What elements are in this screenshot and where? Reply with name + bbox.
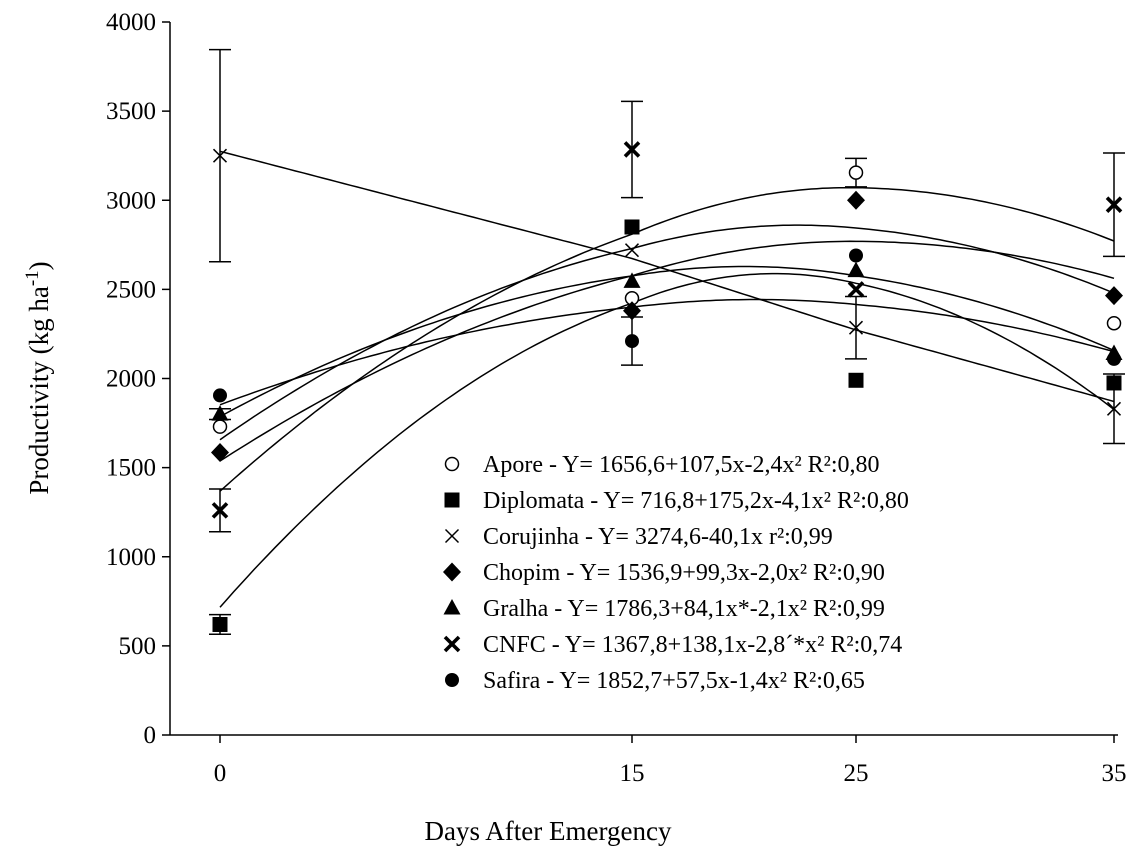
legend-marker — [444, 492, 460, 508]
data-point — [1105, 196, 1123, 213]
legend-marker — [444, 528, 460, 544]
legend-entry-label: Safira - Y= 1852,7+57,5x-1,4x² R²:0,65 — [483, 668, 865, 694]
legend-entry-label: Gralha - Y= 1786,3+84,1x*-2,1x² R²:0,99 — [483, 596, 885, 622]
legend-entry-label: Chopim - Y= 1536,9+99,3x-2,0x² R²:0,90 — [483, 560, 885, 586]
fit-curve — [219, 240, 1115, 462]
data-point — [1106, 401, 1122, 416]
legend-marker — [443, 599, 461, 615]
y-tick-label: 0 — [144, 722, 157, 749]
data-point — [1106, 375, 1122, 391]
fit-curve — [219, 224, 1115, 441]
y-tick-label: 3500 — [106, 98, 156, 125]
data-point — [211, 442, 229, 462]
x-tick-label: 25 — [844, 760, 869, 787]
legend-entry-label: Corujinha - Y= 3274,6-40,1x r²:0,99 — [483, 524, 833, 550]
legend-entry-label: Apore - Y= 1656,6+107,5x-2,4x² R²:0,80 — [483, 452, 880, 478]
data-point — [623, 272, 641, 288]
fit-curves — [219, 150, 1115, 608]
y-tick-label: 4000 — [106, 9, 156, 36]
data-point — [625, 334, 639, 349]
data-point — [848, 320, 864, 335]
data-point — [1105, 286, 1123, 306]
data-point — [212, 419, 228, 434]
legend-marker — [444, 456, 460, 472]
y-axis-title-main: Productivity (kg ha — [24, 286, 54, 494]
data-point — [847, 190, 865, 210]
y-tick-label: 2500 — [106, 276, 156, 303]
data-point — [848, 372, 864, 388]
data-point — [1107, 351, 1121, 366]
y-tick-label: 3000 — [106, 187, 156, 214]
x-tick-label: 35 — [1102, 760, 1127, 787]
data-point — [212, 148, 228, 163]
y-tick-label: 500 — [119, 633, 157, 660]
data-point — [848, 165, 864, 180]
legend-entry-label: CNFC - Y= 1367,8+138,1x-2,8´*x² R²:0,74 — [483, 632, 902, 658]
y-axis-title: Productivity (kg ha-1) — [22, 261, 55, 494]
data-point — [623, 141, 641, 158]
legend-marker — [443, 635, 461, 653]
legend-entry-label: Diplomata - Y= 716,8+175,2x-4,1x² R²:0,8… — [483, 488, 909, 514]
data-point — [211, 502, 229, 519]
fit-curve — [219, 265, 1115, 418]
fit-curve — [219, 150, 1115, 403]
data-markers — [211, 141, 1123, 632]
data-point — [849, 248, 863, 263]
data-point — [623, 301, 641, 321]
x-axis-title: Days After Emergency — [425, 816, 672, 846]
fit-curve — [219, 272, 1115, 608]
x-tick-label: 0 — [214, 760, 227, 787]
fit-curve — [219, 186, 1115, 492]
y-tick-label: 2000 — [106, 366, 156, 393]
y-tick-label: 1000 — [106, 544, 156, 571]
y-ticks: 0 500 1000 1500 2000 2500 3000 3500 4000 — [106, 9, 170, 749]
legend-marker — [443, 562, 461, 582]
data-point — [624, 243, 640, 258]
legend: Apore - Y= 1656,6+107,5x-2,4x² R²:0,80 Di… — [443, 452, 909, 694]
data-point — [847, 281, 865, 298]
y-tick-label: 1500 — [106, 455, 156, 482]
x-tick-label: 15 — [620, 760, 645, 787]
y-axis-title-close: ) — [24, 261, 54, 270]
data-point — [847, 261, 865, 278]
y-axis-title-superscript: -1 — [22, 270, 43, 286]
legend-marker — [445, 673, 459, 687]
data-point — [211, 405, 229, 421]
fit-curve — [219, 298, 1115, 406]
axes — [169, 22, 1118, 736]
data-point — [1106, 315, 1122, 331]
data-point — [213, 388, 227, 403]
x-ticks: 0 15 25 35 — [214, 735, 1127, 787]
data-point — [212, 616, 228, 632]
data-point — [624, 219, 640, 235]
